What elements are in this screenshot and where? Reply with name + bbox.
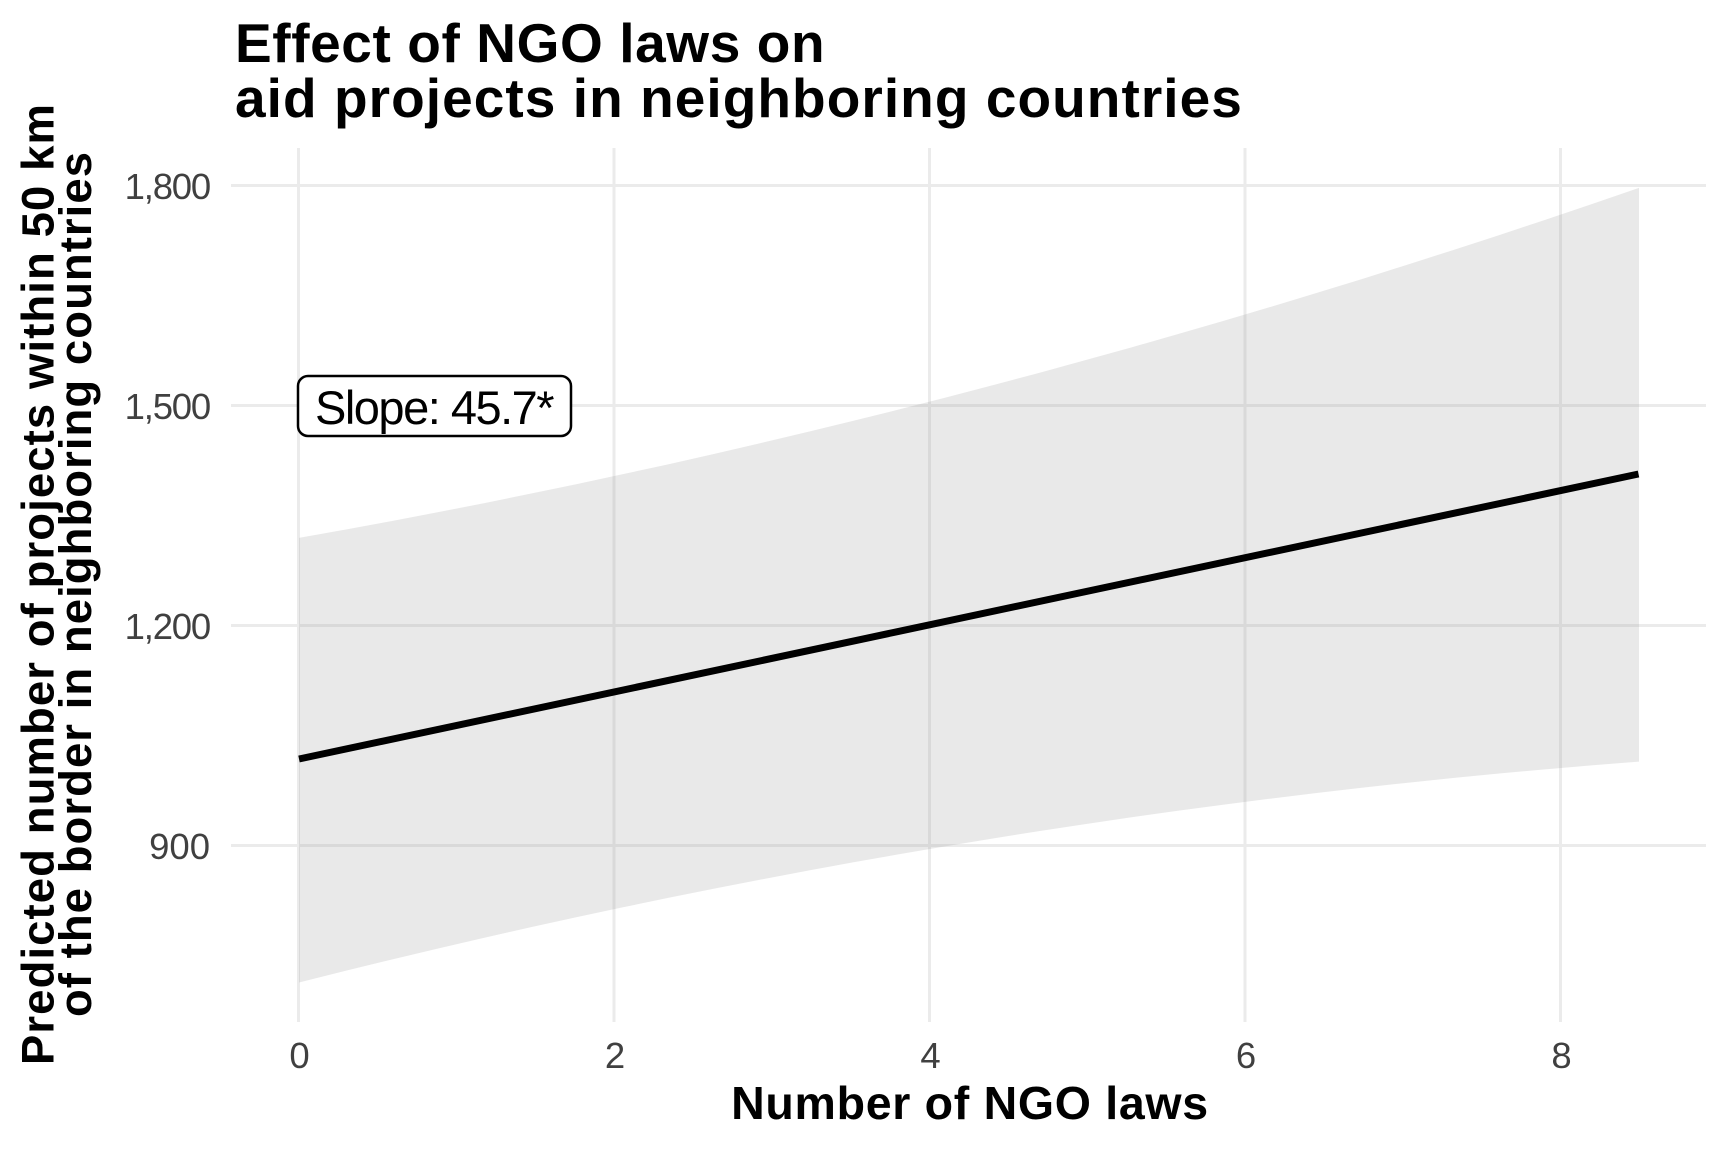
svg-text:of the border in neighboring c: of the border in neighboring countries (50, 151, 101, 1017)
svg-text:1,500: 1,500 (125, 386, 210, 427)
svg-text:Predicted number of projects w: Predicted number of projects within 50 k… (13, 103, 64, 1065)
svg-text:Slope: 45.7*: Slope: 45.7* (315, 381, 554, 434)
svg-text:Effect of NGO laws on: Effect of NGO laws on (235, 12, 825, 74)
svg-text:8: 8 (1551, 1035, 1571, 1076)
svg-text:aid projects in neighboring co: aid projects in neighboring countries (235, 67, 1243, 129)
svg-text:4: 4 (920, 1035, 940, 1076)
svg-text:1,800: 1,800 (125, 166, 210, 207)
svg-text:0: 0 (289, 1035, 309, 1076)
svg-text:1,200: 1,200 (125, 606, 210, 647)
svg-text:2: 2 (605, 1035, 625, 1076)
svg-text:Number of NGO laws: Number of NGO laws (731, 1077, 1209, 1129)
svg-text:900: 900 (149, 826, 210, 867)
svg-text:6: 6 (1236, 1035, 1256, 1076)
